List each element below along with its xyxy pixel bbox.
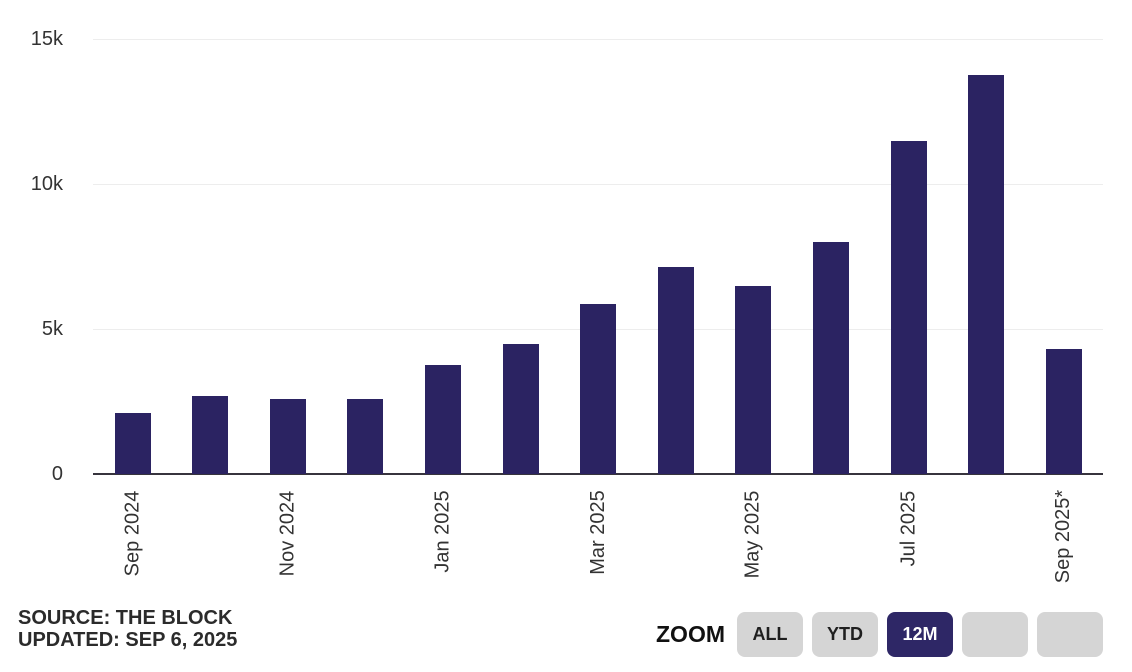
zoom-control: ZOOM ALL YTD 12M [656, 612, 1103, 657]
bar-nov-2024[interactable] [269, 398, 306, 474]
y-tick-label: 5k [41, 318, 63, 340]
x-tick-label: Jan 2025 [431, 489, 454, 573]
x-tick-label: Sep 2024 [120, 490, 143, 576]
x-tick-label: Nov 2024 [276, 490, 298, 576]
updated-text: UPDATED: SEP 6, 2025 [18, 629, 238, 651]
gridline [93, 39, 1103, 40]
bar-jul-2025[interactable] [890, 140, 927, 474]
bar-feb-2025[interactable] [502, 343, 539, 474]
source-block: SOURCE: THE BLOCK UPDATED: SEP 6, 2025 [18, 607, 237, 651]
zoom-button-blank-1[interactable] [962, 612, 1028, 657]
zoom-button-all[interactable]: ALL [737, 612, 803, 657]
bar-may-2025[interactable] [735, 285, 772, 474]
x-tick-label: Mar 2025 [586, 490, 609, 575]
y-tick-label: 15k [30, 28, 63, 50]
x-tick-label: Sep 2025* [1052, 489, 1075, 584]
zoom-button-12m[interactable]: 12M [887, 612, 953, 657]
zoom-button-ytd[interactable]: YTD [812, 612, 878, 657]
bar-oct-2024[interactable] [192, 395, 229, 474]
x-tick-label: May 2025 [741, 490, 764, 578]
bar-mar-2025[interactable] [580, 304, 617, 474]
bar-dec-2024[interactable] [347, 398, 384, 474]
x-axis-line [93, 473, 1103, 475]
bar-apr-2025[interactable] [657, 266, 694, 474]
bar-sep-2024[interactable] [114, 413, 151, 474]
bar-sep-2025[interactable] [1045, 349, 1082, 474]
y-tick-label: 0 [51, 463, 63, 485]
y-tick-label: 10k [30, 173, 63, 195]
bar-jan-2025[interactable] [424, 365, 461, 474]
plot-area [93, 39, 1103, 475]
gridline [93, 184, 1103, 185]
source-text: SOURCE: THE BLOCK [18, 607, 233, 629]
zoom-button-blank-2[interactable] [1037, 612, 1103, 657]
bar-aug-2025[interactable] [968, 75, 1005, 474]
bar-jun-2025[interactable] [812, 242, 849, 474]
zoom-label: ZOOM [656, 621, 725, 647]
x-tick-label: Jul 2025 [896, 490, 919, 566]
